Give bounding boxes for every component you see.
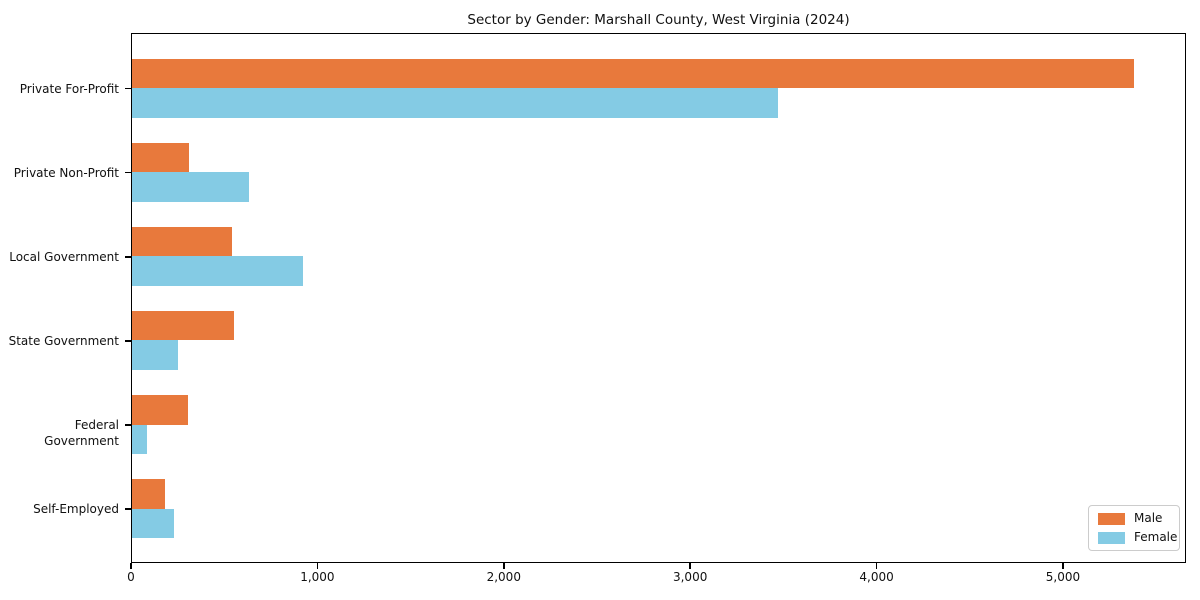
x-axis-tick bbox=[1062, 563, 1064, 569]
bar-female-local-government bbox=[132, 256, 304, 286]
bar-female-private-for-profit bbox=[132, 88, 778, 118]
female-color-swatch bbox=[1098, 531, 1125, 544]
y-axis-label-federal-government: Federal Government bbox=[44, 418, 119, 448]
y-axis-label-private-non-profit: Private Non-Profit bbox=[13, 165, 119, 180]
y-axis-label-self-employed: Self-Employed bbox=[33, 502, 119, 517]
y-axis-tick bbox=[125, 171, 131, 174]
bar-female-federal-government bbox=[132, 424, 147, 454]
y-axis-label-private-for-profit: Private For-Profit bbox=[19, 81, 119, 96]
x-axis-tick bbox=[875, 563, 878, 569]
x-axis-tick-label: 5,000 bbox=[1045, 570, 1081, 584]
x-axis-tick-label: 4,000 bbox=[859, 570, 894, 584]
y-axis-tick bbox=[125, 87, 131, 90]
y-axis-tick bbox=[125, 508, 131, 510]
legend-entry-female: Female bbox=[1098, 531, 1177, 544]
legend-label-female: Female bbox=[1134, 530, 1178, 544]
bar-male-local-government bbox=[132, 226, 232, 257]
bar-male-self-employed bbox=[132, 479, 165, 509]
x-axis-tick-label: 0 bbox=[127, 570, 135, 584]
legend: Male Female bbox=[1088, 505, 1180, 551]
x-axis-tick bbox=[503, 563, 505, 569]
y-axis-label-state-government: State Government bbox=[8, 333, 119, 348]
bar-male-private-for-profit bbox=[132, 58, 1134, 89]
male-color-swatch bbox=[1098, 512, 1125, 525]
x-axis-tick-label: 1,000 bbox=[300, 570, 335, 584]
y-axis-label-local-government: Local Government bbox=[9, 249, 119, 264]
y-axis-tick bbox=[125, 340, 131, 342]
x-axis-tick bbox=[689, 563, 691, 569]
legend-entry-male: Male bbox=[1098, 512, 1170, 525]
x-axis-tick-label: 2,000 bbox=[486, 570, 521, 584]
plot-area bbox=[131, 33, 1186, 563]
bar-female-private-non-profit bbox=[132, 172, 250, 202]
bar-male-federal-government bbox=[132, 395, 188, 425]
x-axis-tick-label: 3,000 bbox=[672, 570, 708, 584]
bar-male-state-government bbox=[132, 310, 235, 341]
chart-title: Sector by Gender: Marshall County, West … bbox=[467, 12, 850, 28]
legend-label-male: Male bbox=[1134, 511, 1163, 525]
x-axis-tick bbox=[316, 563, 319, 569]
x-axis-tick bbox=[130, 563, 132, 569]
bar-female-self-employed bbox=[132, 508, 174, 539]
bar-female-state-government bbox=[132, 340, 178, 370]
y-axis-tick bbox=[125, 424, 131, 426]
y-axis-tick bbox=[125, 256, 131, 258]
bar-male-private-non-profit bbox=[132, 142, 189, 173]
